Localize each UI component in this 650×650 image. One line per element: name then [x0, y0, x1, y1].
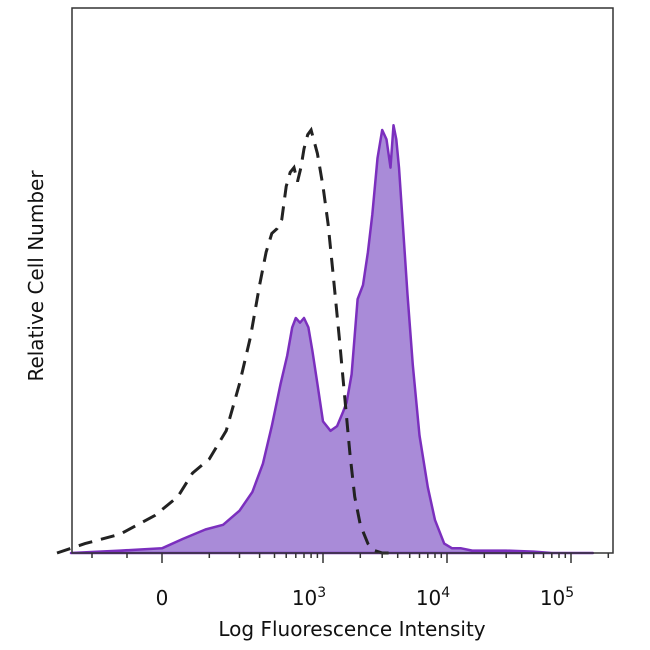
x-axis-tick-labels: 0 103 104 105: [156, 585, 575, 610]
x-tick-label: 104: [416, 585, 450, 610]
x-tick-label: 0: [156, 586, 169, 610]
series-filled-histogram: [69, 124, 595, 555]
series-layer: [56, 124, 595, 555]
x-tick-label: 105: [540, 585, 574, 610]
plot-frame: [71, 7, 614, 554]
x-axis-title: Log Fluorescence Intensity: [218, 617, 485, 641]
y-axis-title: Relative Cell Number: [24, 170, 48, 382]
x-tick-label: 103: [292, 585, 326, 610]
x-axis-ticks: [91, 553, 610, 563]
